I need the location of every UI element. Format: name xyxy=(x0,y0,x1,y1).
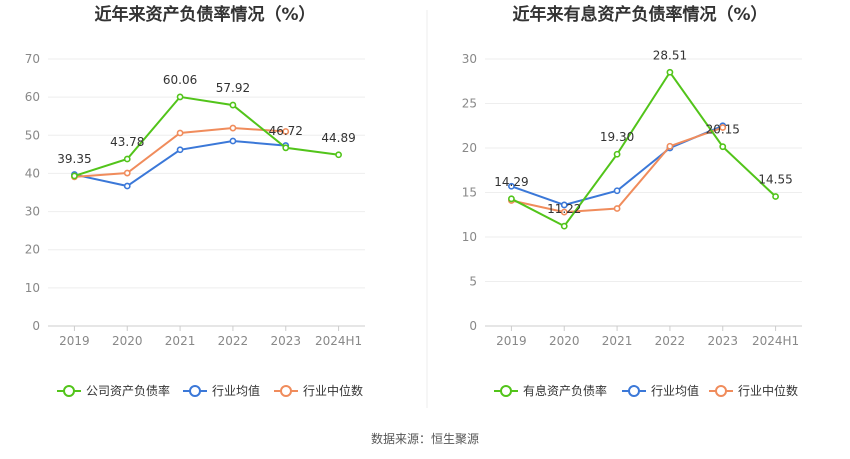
data-label: 20.15 xyxy=(706,123,740,137)
data-point xyxy=(123,155,131,163)
x-tick-label: 2020 xyxy=(549,334,580,348)
x-tick-label: 2023 xyxy=(270,334,301,348)
legend-label: 公司资产负债率 xyxy=(86,383,170,398)
y-tick-label: 20 xyxy=(462,141,477,155)
legend-label: 行业中位数 xyxy=(738,383,798,398)
legend-marker xyxy=(628,385,640,397)
y-tick-label: 10 xyxy=(462,230,477,244)
legend-label: 行业均值 xyxy=(212,383,260,398)
data-point xyxy=(123,169,131,177)
data-point xyxy=(719,124,727,131)
x-tick-label: 2019 xyxy=(496,334,527,348)
data-point xyxy=(176,146,184,154)
x-tick-label: 2021 xyxy=(602,334,633,348)
data-point xyxy=(508,182,515,190)
chart-title-2: 近年来有息资产负债率情况（%） xyxy=(512,4,767,25)
y-tick-label: 50 xyxy=(25,128,40,142)
y-tick-label: 25 xyxy=(462,97,477,111)
data-point xyxy=(335,151,342,159)
data-source-note: 数据来源：恒生聚源 xyxy=(370,432,479,446)
y-tick-label: 10 xyxy=(25,281,40,295)
y-tick-label: 30 xyxy=(462,52,477,66)
y-tick-label: 15 xyxy=(462,186,477,200)
legend-marker xyxy=(500,385,512,397)
legend-marker xyxy=(280,385,292,397)
data-point xyxy=(666,142,674,150)
x-tick-label: 2022 xyxy=(218,334,249,348)
y-tick-label: 5 xyxy=(469,275,477,289)
legend-label: 行业中位数 xyxy=(303,383,363,398)
data-label: 57.92 xyxy=(216,81,250,95)
y-tick-label: 70 xyxy=(25,52,40,66)
x-tick-label: 2023 xyxy=(707,334,738,348)
data-point xyxy=(176,93,184,101)
y-tick-label: 20 xyxy=(25,243,40,257)
y-tick-label: 40 xyxy=(25,166,40,180)
data-point xyxy=(229,101,237,109)
data-point xyxy=(560,201,568,209)
x-tick-label: 2021 xyxy=(165,334,196,348)
y-tick-label: 30 xyxy=(25,205,40,219)
legend-marker xyxy=(189,385,201,397)
legend-label: 行业均值 xyxy=(651,383,699,398)
data-label: 14.55 xyxy=(758,173,792,187)
data-point xyxy=(176,129,184,137)
y-tick-label: 0 xyxy=(469,319,477,333)
data-label: 11.22 xyxy=(547,202,581,216)
data-point xyxy=(666,68,674,76)
series-line-1 xyxy=(510,70,777,228)
data-point xyxy=(282,144,290,152)
data-point xyxy=(71,172,78,180)
data-point xyxy=(282,128,290,135)
data-label: 46.72 xyxy=(269,124,303,138)
data-point xyxy=(719,143,727,151)
data-label: 14.29 xyxy=(494,175,528,189)
data-point xyxy=(560,208,568,216)
series-line-1 xyxy=(74,95,339,177)
data-point xyxy=(613,187,621,195)
x-tick-label: 2022 xyxy=(655,334,686,348)
data-label: 28.51 xyxy=(653,48,687,62)
data-point xyxy=(560,222,568,230)
data-point xyxy=(613,205,621,212)
data-label: 19.30 xyxy=(600,130,634,144)
data-point xyxy=(772,193,779,200)
legend-marker xyxy=(63,385,75,397)
x-tick-label: 2024H1 xyxy=(315,334,362,348)
x-tick-label: 2024H1 xyxy=(752,334,799,348)
y-tick-label: 60 xyxy=(25,90,40,104)
y-tick-label: 0 xyxy=(32,319,40,333)
data-label: 39.35 xyxy=(57,152,91,166)
data-label: 44.89 xyxy=(321,131,355,145)
data-point xyxy=(229,124,237,132)
chart-title-1: 近年来资产负债率情况（%） xyxy=(94,4,315,25)
data-label: 60.06 xyxy=(163,73,197,87)
x-tick-label: 2019 xyxy=(59,334,90,348)
data-label: 43.78 xyxy=(110,135,144,149)
data-point xyxy=(508,195,515,203)
legend-label: 有息资产负债率 xyxy=(523,383,607,398)
legend-marker xyxy=(715,385,727,397)
data-point xyxy=(229,137,237,145)
data-point xyxy=(613,150,621,158)
data-point xyxy=(123,182,131,190)
x-tick-label: 2020 xyxy=(112,334,143,348)
